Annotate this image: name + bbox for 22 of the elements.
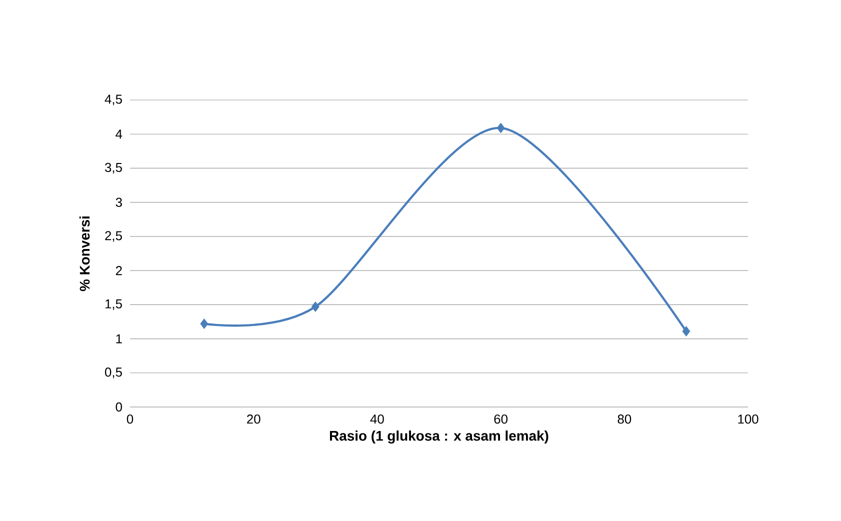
y-tick-label: 0,5 [104,368,122,378]
x-tick-label: 100 [738,414,758,424]
x-tick-label: 60 [494,414,508,424]
y-tick-label: 4 [116,130,122,139]
x-tick-label: 0 [126,414,134,424]
y-tick-label: 3,5 [104,162,122,174]
point [311,301,320,312]
x-tick-label: 40 [370,414,384,424]
point [682,326,690,337]
y-tick-label: 1 [116,334,122,344]
x-tick-label: 20 [247,414,260,424]
y-tick-label: 0 [116,402,122,412]
y-tick-label: 4,5 [104,94,122,106]
y-axis-title: % Konversi [79,216,90,292]
y-tick-label: 1,5 [105,299,122,310]
y-tick-label: 3 [116,198,122,207]
x-axis-title: Rasio (1 glukosa : x asam lemak) [330,430,548,444]
y-tick-label: 2,5 [105,231,122,242]
point [200,318,208,329]
y-tick-label: 2 [116,266,122,276]
point [496,122,505,134]
x-tick-label: 80 [618,414,632,424]
